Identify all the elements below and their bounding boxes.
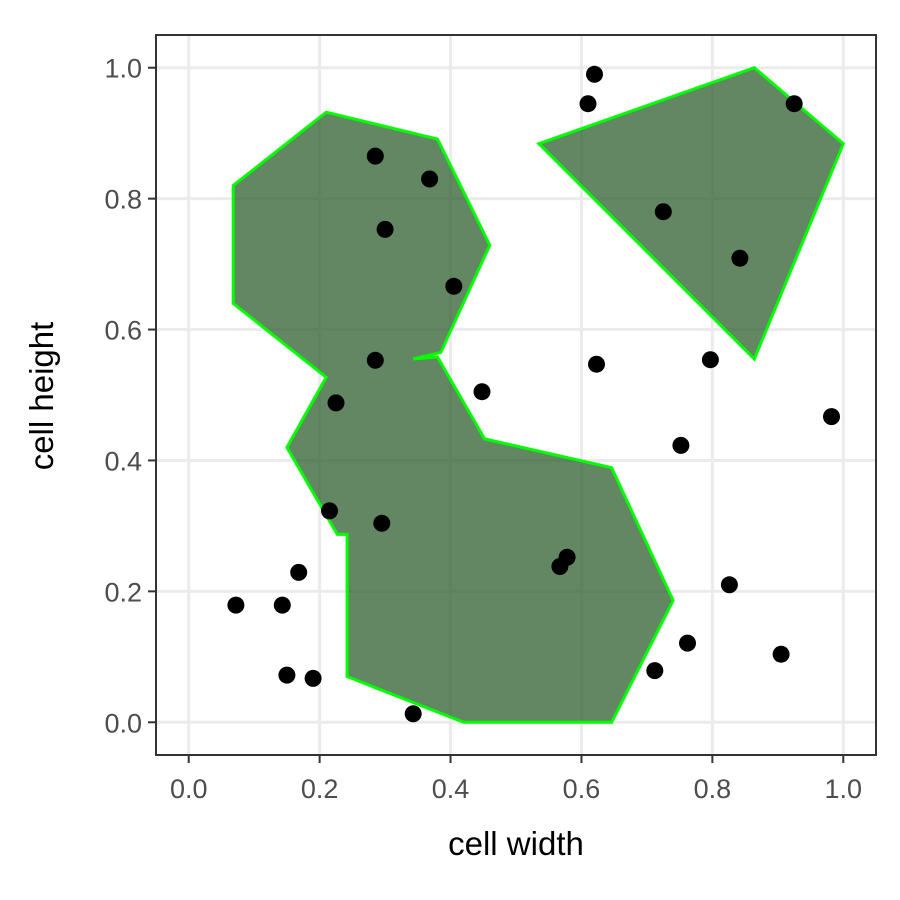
data-point-12 [701, 351, 719, 369]
data-point-14 [327, 394, 345, 412]
data-point-15 [823, 408, 840, 426]
data-point-17 [321, 502, 338, 520]
data-point-27 [646, 662, 664, 680]
data-point-25 [679, 634, 696, 652]
y-tick-label-0: 0.0 [104, 708, 142, 738]
y-tick-label-2: 0.4 [104, 446, 142, 476]
x-tick-label-3: 0.6 [563, 774, 601, 804]
y-axis-title: cell height [23, 322, 60, 471]
data-point-13 [473, 383, 491, 401]
data-point-28 [278, 666, 296, 684]
data-point-2 [579, 95, 597, 113]
x-axis-title: cell width [448, 825, 584, 862]
data-point-6 [654, 203, 672, 221]
data-point-10 [366, 351, 384, 369]
data-point-21 [290, 563, 308, 581]
data-point-3 [785, 95, 803, 113]
data-point-26 [772, 645, 790, 663]
data-point-7 [376, 220, 394, 238]
data-point-4 [366, 147, 384, 165]
data-point-24 [273, 596, 291, 614]
data-point-18 [373, 514, 391, 532]
x-tick-label-1: 0.2 [301, 774, 339, 804]
regions [231, 65, 846, 724]
x-tick-label-0: 0.0 [170, 774, 208, 804]
plot-panel-border [155, 34, 877, 756]
y-tick-label-4: 0.8 [104, 185, 142, 215]
x-tick-label-4: 0.8 [694, 774, 732, 804]
axis-ticks: 0.0 0.2 0.4 0.6 0.8 1.0 0.0 0.2 0.4 0.6 0.8 1.0 [104, 54, 862, 804]
data-point-30 [404, 705, 422, 723]
data-point-11 [588, 355, 605, 373]
data-point-22 [720, 576, 738, 594]
y-tick-label-1: 0.2 [104, 577, 142, 607]
data-point-5 [421, 170, 439, 188]
data-point-23 [227, 596, 245, 614]
data-point-29 [304, 669, 322, 687]
data-point-20 [551, 558, 569, 575]
x-tick-label-2: 0.4 [432, 774, 470, 804]
data-point-8 [731, 249, 749, 267]
data-point-1 [586, 65, 603, 83]
region-polygon-2 [536, 65, 846, 362]
y-tick-label-5: 1.0 [104, 54, 142, 84]
x-tick-label-5: 1.0 [824, 774, 862, 804]
y-tick-label-3: 0.6 [104, 316, 142, 346]
data-point-9 [445, 277, 463, 295]
data-point-16 [672, 436, 690, 454]
data-points [227, 65, 840, 723]
